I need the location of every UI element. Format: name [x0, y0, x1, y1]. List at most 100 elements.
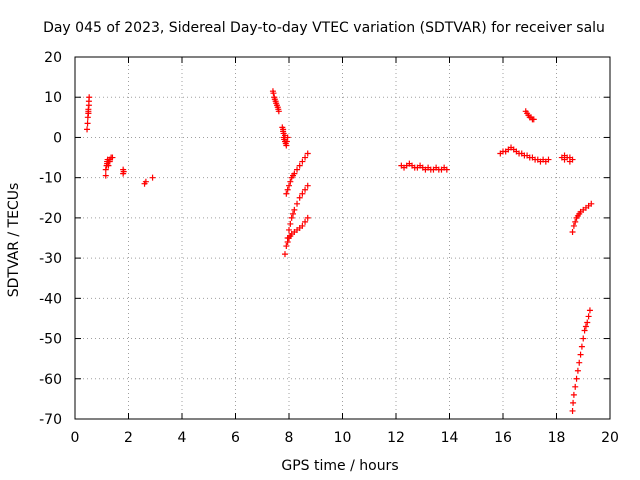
- y-tick-label: -30: [39, 251, 62, 267]
- y-tick-label: 20: [44, 50, 62, 66]
- data-point: [572, 383, 579, 390]
- data-point: [287, 220, 294, 227]
- data-point: [296, 162, 303, 169]
- series-pass-1.8h: [120, 166, 127, 177]
- data-point: [566, 158, 573, 165]
- axis-ticks: 0 2 4 6 8 10 12 14 16 18 20 20 10 0 -10 -20 -30 -40 -50 -60…: [39, 50, 619, 446]
- data-point: [105, 162, 112, 169]
- data-point: [109, 154, 116, 161]
- data-point: [570, 222, 577, 229]
- data-point: [294, 166, 301, 173]
- data-point: [270, 90, 277, 97]
- y-tick-label: -20: [39, 211, 62, 227]
- x-tick-label: 6: [231, 430, 240, 446]
- series-pass-18.5h: [558, 152, 576, 165]
- data-point: [569, 407, 576, 414]
- data-point: [106, 158, 113, 165]
- data-point: [576, 359, 583, 366]
- x-tick-label: 20: [601, 430, 619, 446]
- data-point: [280, 128, 287, 135]
- data-point: [286, 226, 292, 233]
- series-pass-1.2h: [102, 154, 116, 179]
- data-point: [120, 168, 127, 175]
- data-point: [299, 158, 306, 165]
- series-pass-8.3a: [283, 150, 311, 197]
- x-tick-label: 0: [71, 430, 80, 446]
- data-point: [149, 174, 156, 181]
- data-point: [302, 218, 309, 225]
- data-point: [569, 228, 576, 235]
- data-point: [102, 172, 109, 179]
- series-pass-17.1h: [522, 108, 537, 123]
- y-tick-label: -10: [39, 171, 62, 187]
- data-point: [573, 375, 580, 382]
- series-pass-18.9h: [569, 200, 595, 235]
- data-point: [570, 399, 577, 406]
- data-point: [302, 186, 309, 193]
- data-point: [291, 170, 298, 177]
- data-point: [287, 178, 294, 185]
- data-point: [545, 156, 552, 163]
- data-point: [290, 210, 297, 217]
- data-point: [304, 182, 311, 189]
- data-point: [281, 251, 288, 258]
- y-tick-label: 10: [44, 90, 62, 106]
- data-point: [588, 200, 595, 207]
- data-point: [283, 190, 290, 197]
- data-point: [302, 154, 309, 161]
- series-pass-7.8h: [279, 124, 291, 149]
- y-tick-label: -60: [39, 372, 62, 388]
- data-point: [584, 319, 591, 326]
- data-point: [102, 166, 109, 173]
- x-tick-label: 18: [548, 430, 566, 446]
- data-point: [284, 186, 291, 193]
- y-tick-label: 0: [53, 130, 62, 146]
- x-tick-label: 12: [387, 430, 405, 446]
- data-point: [299, 190, 306, 197]
- data-marks: [84, 88, 595, 414]
- data-point: [142, 178, 149, 185]
- series-pass-13h: [398, 160, 450, 173]
- y-tick-label: -40: [39, 291, 62, 307]
- data-point: [86, 94, 93, 101]
- series-pass-7.5h: [269, 88, 282, 115]
- y-axis-label: SDTVAR / TECUs: [6, 183, 22, 298]
- series-pass-19.0h: [569, 307, 593, 414]
- data-point: [275, 108, 282, 115]
- data-point: [84, 120, 91, 127]
- data-point: [294, 200, 301, 207]
- data-point: [286, 182, 292, 189]
- data-point: [443, 166, 450, 173]
- x-tick-label: 8: [285, 430, 294, 446]
- data-point: [284, 239, 291, 246]
- grid-lines: [75, 57, 610, 419]
- series-pass-2.9h: [149, 174, 156, 181]
- data-point: [85, 110, 92, 117]
- data-point: [304, 214, 311, 221]
- data-point: [570, 391, 577, 398]
- data-point: [581, 327, 588, 334]
- data-point: [296, 194, 303, 201]
- x-tick-label: 14: [441, 430, 459, 446]
- data-point: [530, 116, 537, 123]
- data-point: [585, 313, 592, 320]
- x-tick-label: 4: [178, 430, 187, 446]
- x-tick-label: 2: [124, 430, 133, 446]
- data-point: [288, 214, 295, 221]
- x-tick-label: 16: [494, 430, 512, 446]
- data-point: [291, 206, 298, 213]
- data-point: [304, 150, 311, 157]
- data-point: [580, 335, 587, 342]
- data-point: [84, 126, 91, 133]
- data-point: [283, 138, 290, 145]
- data-point: [283, 243, 290, 250]
- data-point: [572, 218, 579, 225]
- data-point: [577, 351, 584, 358]
- series-pass-2.6h: [141, 178, 149, 187]
- data-point: [586, 307, 593, 314]
- data-point: [281, 132, 288, 139]
- x-axis-label: GPS time / hours: [281, 458, 398, 474]
- data-point: [574, 367, 581, 374]
- data-point: [299, 222, 306, 229]
